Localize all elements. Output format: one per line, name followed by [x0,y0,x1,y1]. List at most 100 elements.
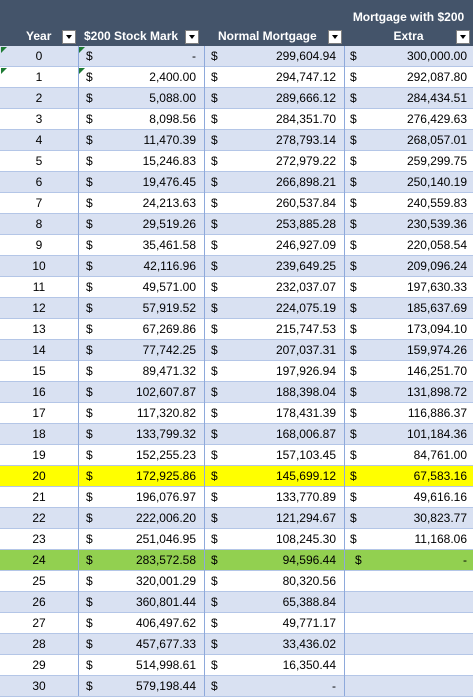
cell-year: 19 [32,448,46,462]
table-row[interactable]: 20 $172,925.86 $145,699.12 $67,583.16 [0,466,473,487]
table-row[interactable]: 11 $49,571.00 $232,037.07 $197,630.33 [0,277,473,298]
cell-stock-currency: $ [86,280,93,294]
header-stock[interactable]: $200 Stock Mark [78,0,204,46]
table-row[interactable]: 3 $8,098.56 $284,351.70 $276,429.63 [0,109,473,130]
table-row[interactable]: 29 $514,998.61 $16,350.44 [0,655,473,676]
cell-stock-currency: $ [86,91,93,105]
cell-stock-currency: $ [86,427,93,441]
row-gridline [0,465,473,466]
cell-normal-value: 232,037.07 [275,280,336,294]
cell-extra-value: 116,886.37 [407,406,467,420]
cell-extra-value: 30,823.77 [413,511,467,525]
error-indicator-icon[interactable] [79,47,85,53]
table-row[interactable]: 24 $283,572.58 $94,596.44 $ - [0,550,473,571]
row-gridline [0,297,473,298]
cell-extra-currency: $ [350,406,357,420]
header-extra-label-line1: Mortgage with $200 [352,10,465,24]
table-row[interactable]: 27 $406,497.62 $49,771.17 [0,613,473,634]
header-year[interactable]: Year [0,0,78,46]
row-gridline [0,360,473,361]
row-gridline [0,150,473,151]
cell-stock-value: 49,571.00 [142,280,196,294]
cell-extra-currency: $ [350,91,357,105]
error-indicator-icon[interactable] [1,68,7,74]
table-row[interactable]: 4 $11,470.39 $278,793.14 $268,057.01 [0,130,473,151]
table-row[interactable]: 18 $133,799.32 $168,006.87 $101,184.36 [0,424,473,445]
cell-extra-currency: $ [350,238,357,252]
cell-normal-value: 215,747.53 [275,322,336,336]
cell-year: 2 [35,91,43,105]
cell-extra-value: 84,761.00 [413,448,467,462]
column-divider [78,46,79,696]
table-row[interactable]: 15 $89,471.32 $197,926.94 $146,251.70 [0,361,473,382]
cell-extra-currency: $ [350,196,357,210]
table-row[interactable]: 21 $196,076.97 $133,770.89 $49,616.16 [0,487,473,508]
row-gridline [0,528,473,529]
table-row[interactable]: 30 $579,198.44 $ - [0,676,473,697]
table-row[interactable]: 17 $117,320.82 $178,431.39 $116,886.37 [0,403,473,424]
cell-normal-value: 246,927.09 [275,238,336,252]
cell-normal-currency: $ [211,154,218,168]
cell-extra-currency: $ [350,112,357,126]
cell-normal-currency: $ [211,238,218,252]
cell-stock-value: 283,572.58 [135,553,196,567]
row-gridline [0,381,473,382]
table-row[interactable]: 19 $152,255.23 $157,103.45 $84,761.00 [0,445,473,466]
filter-dropdown-icon[interactable] [328,30,342,44]
cell-stock-currency: $ [86,301,93,315]
header-normal[interactable]: Normal Mortgage [204,0,344,46]
cell-extra-currency: $ [350,70,357,84]
cell-extra-currency: $ [350,490,357,504]
table-row[interactable]: 10 $42,116.96 $239,649.25 $209,096.24 [0,256,473,277]
row-gridline [0,108,473,109]
header-normal-label: Normal Mortgage [218,29,317,43]
row-gridline [0,276,473,277]
cell-extra-currency: $ [350,511,357,525]
table-row[interactable]: 23 $251,046.95 $108,245.30 $11,168.06 [0,529,473,550]
cell-stock-currency: $ [86,217,93,231]
header-year-label: Year [26,29,52,43]
cell-year: 1 [35,70,43,84]
cell-extra-value: 259,299.75 [406,154,467,168]
table-row[interactable]: 0 $ - $299,604.94 $300,000.00 [0,46,473,67]
cell-stock-value: 172,925.86 [135,469,196,483]
table-row[interactable]: 16 $102,607.87 $188,398.04 $131,898.72 [0,382,473,403]
cell-year: 30 [32,679,46,693]
cell-extra-value: 159,974.26 [406,343,467,357]
header-extra[interactable]: Mortgage with $200 Extra [344,0,473,46]
table-row[interactable]: 13 $67,269.86 $215,747.53 $173,094.10 [0,319,473,340]
table-row[interactable]: 14 $77,742.25 $207,037.31 $159,974.26 [0,340,473,361]
filter-dropdown-icon[interactable] [456,30,470,44]
table-row[interactable]: 7 $24,213.63 $260,537.84 $240,559.83 [0,193,473,214]
error-indicator-icon[interactable] [1,47,7,53]
table-row[interactable]: 6 $19,476.45 $266,898.21 $250,140.19 [0,172,473,193]
cell-stock-currency: $ [86,154,93,168]
table-row[interactable]: 8 $29,519.26 $253,885.28 $230,539.36 [0,214,473,235]
cell-stock-currency: $ [86,448,93,462]
cell-normal-currency: $ [211,112,218,126]
table-row[interactable]: 1 $2,400.00 $294,747.12 $292,087.80 [0,67,473,88]
table-row[interactable]: 5 $15,246.83 $272,979.22 $259,299.75 [0,151,473,172]
cell-year: 22 [32,511,46,525]
row-gridline [0,675,473,676]
cell-year: 17 [32,406,46,420]
cell-stock-value: 152,255.23 [135,448,196,462]
table-row[interactable]: 25 $320,001.29 $80,320.56 [0,571,473,592]
cell-normal-currency: $ [211,49,218,63]
table-row[interactable]: 9 $35,461.58 $246,927.09 $220,058.54 [0,235,473,256]
cell-stock-value: 15,246.83 [142,154,196,168]
table-row[interactable]: 22 $222,006.20 $121,294.67 $30,823.77 [0,508,473,529]
table-row[interactable]: 2 $5,088.00 $289,666.12 $284,434.51 [0,88,473,109]
cell-extra-currency: $ [350,364,357,378]
error-indicator-icon[interactable] [79,68,85,74]
filter-dropdown-icon[interactable] [185,30,199,44]
table-row[interactable]: 12 $57,919.52 $224,075.19 $185,637.69 [0,298,473,319]
table-row[interactable]: 28 $457,677.33 $33,436.02 [0,634,473,655]
filter-dropdown-icon[interactable] [62,30,76,44]
cell-normal-currency: $ [211,133,218,147]
cell-year: 15 [32,364,46,378]
cell-normal-currency: $ [211,406,218,420]
table-row[interactable]: 26 $360,801.44 $65,388.84 [0,592,473,613]
cell-year: 11 [32,280,46,294]
cell-extra-value: 209,096.24 [406,259,467,273]
